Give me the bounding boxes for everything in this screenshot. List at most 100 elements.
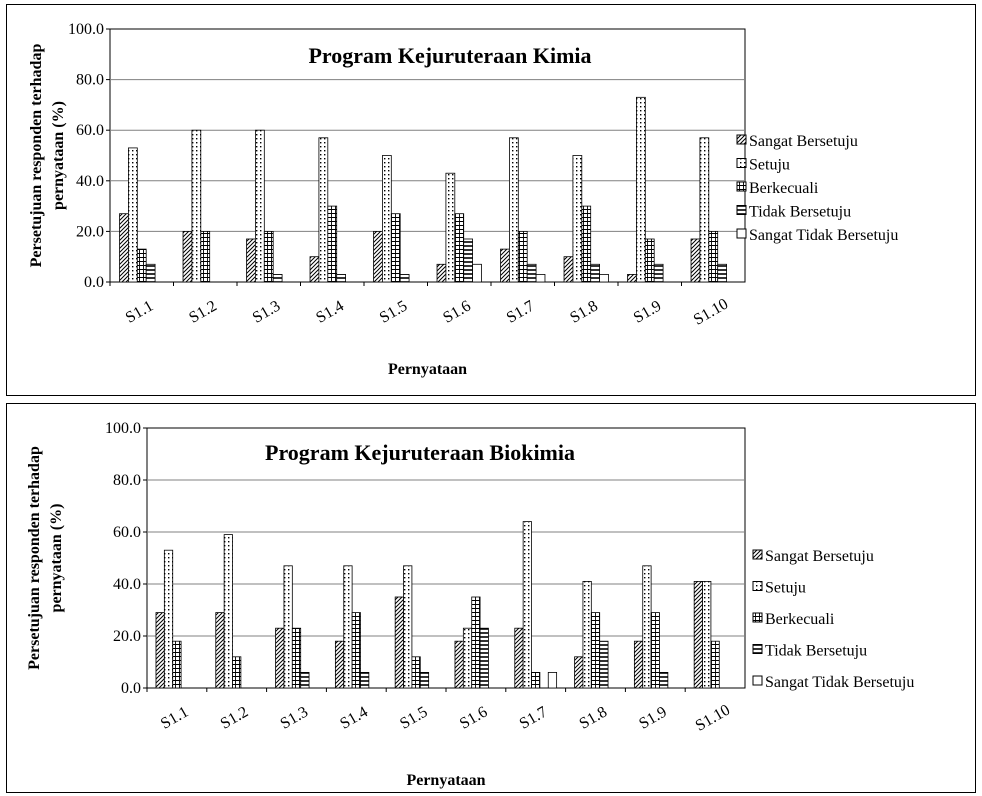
- x-tick-label: S1.8: [567, 298, 601, 327]
- bar-S1.5-berkecuali: [411, 656, 421, 689]
- legend-swatch: [736, 134, 747, 145]
- bar-S1.10-sangat-bersetuju: [693, 580, 703, 689]
- legend-swatch: [736, 228, 747, 239]
- x-tick-label: S1.10: [691, 296, 731, 329]
- bar-S1.2-sangat-bersetuju: [182, 230, 193, 283]
- bar-S1.7-sangat-tidak-bersetuju: [547, 671, 558, 689]
- x-tick-label: S1.3: [277, 704, 311, 733]
- bar-S1.1-setuju: [128, 147, 138, 283]
- bar-S1.9-sangat-bersetuju: [627, 274, 637, 283]
- y-axis-label: Persetujuan responden terhadap: [28, 44, 45, 268]
- chart-biokimia: 0.0 20.0 40.0 60.0 80.0 100.0 S1.1 S1.2 S1.3 S1.4…: [26, 420, 914, 789]
- legend-label: Berkecuali: [749, 180, 819, 197]
- bar-S1.2-setuju: [223, 534, 233, 689]
- y-tick-label: 100.0: [68, 21, 104, 38]
- bar-S1.2-sangat-bersetuju: [215, 612, 225, 689]
- legend-swatch: [752, 549, 763, 560]
- bar-S1.7-berkecuali: [531, 671, 541, 689]
- bar-S1.9-tidak-bersetuju: [659, 671, 669, 689]
- bar-S1.7-sangat-bersetuju: [514, 627, 524, 689]
- y-tick-label: 60.0: [76, 122, 104, 139]
- bar-S1.5-sangat-bersetuju: [394, 596, 404, 689]
- legend-swatch: [736, 205, 747, 215]
- bar-S1.7-setuju: [509, 137, 519, 283]
- x-tick-label: S1.8: [576, 704, 610, 733]
- legend-swatch: [736, 181, 747, 192]
- x-tick-label: S1.2: [186, 298, 220, 327]
- y-tick-label: 0.0: [84, 274, 104, 291]
- bar-S1.9-berkecuali: [650, 612, 660, 689]
- bar-S1.6-sangat-bersetuju: [454, 640, 464, 689]
- legend-label: Setuju: [749, 157, 790, 174]
- bar-S1.3-sangat-bersetuju: [275, 627, 285, 689]
- x-tick-label: S1.1: [158, 704, 192, 733]
- bar-S1.6-berkecuali: [454, 213, 465, 283]
- y-tick-label: 60.0: [113, 524, 141, 541]
- bar-S1.1-setuju: [163, 549, 174, 689]
- chart-title: Program Kejuruteraan Kimia: [308, 43, 591, 68]
- bar-S1.7-tidak-bersetuju: [526, 263, 537, 283]
- bar-S1.8-sangat-tidak-bersetuju: [599, 274, 609, 283]
- bar-S1.9-tidak-bersetuju: [653, 263, 664, 283]
- bar-S1.5-tidak-bersetuju: [419, 671, 430, 689]
- bar-S1.7-berkecuali: [517, 230, 528, 283]
- bar-S1.9-setuju: [642, 565, 652, 689]
- bar-S1.8-sangat-bersetuju: [574, 656, 584, 689]
- bar-S1.6-setuju: [445, 172, 456, 283]
- x-tick-label: S1.6: [457, 704, 491, 733]
- y-tick-label: 20.0: [76, 223, 104, 240]
- y-tick-label: 100.0: [105, 420, 141, 437]
- x-tick-label: S1.7: [517, 704, 551, 733]
- bar-S1.4-setuju: [343, 565, 353, 689]
- bar-S1.9-berkecuali: [644, 238, 655, 283]
- bar-S1.8-tidak-bersetuju: [590, 263, 600, 283]
- legend-swatch: [752, 675, 763, 686]
- bar-S1.2-berkecuali: [232, 656, 242, 689]
- bar-S1.5-setuju: [403, 565, 413, 689]
- legend-label: Sangat Tidak Bersetuju: [749, 227, 898, 244]
- y-axis-label: pernyataan (%): [50, 101, 67, 210]
- legend-label: Tidak Bersetuju: [749, 204, 851, 221]
- bar-S1.3-berkecuali: [263, 230, 274, 283]
- bar-S1.5-sangat-bersetuju: [373, 230, 383, 283]
- x-tick-label: S1.7: [504, 298, 538, 327]
- y-axis-label: pernyataan (%): [48, 504, 65, 613]
- x-axis-label: Pernyataan: [406, 772, 485, 789]
- legend-label: Sangat Bersetuju: [765, 548, 874, 565]
- bar-S1.1-sangat-bersetuju: [155, 612, 165, 689]
- x-tick-label: S1.2: [218, 704, 252, 733]
- legend-swatch: [752, 612, 763, 623]
- y-axis-label: Persetujuan responden terhadap: [26, 446, 43, 670]
- bar-S1.8-berkecuali: [581, 205, 592, 283]
- x-tick-label: S1.4: [313, 298, 347, 327]
- bar-S1.6-sangat-bersetuju: [436, 263, 447, 283]
- legend-swatch: [752, 644, 763, 654]
- y-tick-label: 40.0: [76, 173, 104, 190]
- bar-S1.3-setuju: [283, 565, 293, 689]
- bar-S1.6-tidak-bersetuju: [479, 627, 489, 689]
- x-tick-label: S1.9: [631, 298, 665, 327]
- bar-S1.2-setuju: [191, 129, 202, 283]
- bar-S1.4-tidak-bersetuju: [360, 671, 370, 689]
- legend-swatch: [736, 158, 747, 168]
- legend-label: Sangat Tidak Bersetuju: [765, 674, 914, 691]
- bar-S1.3-berkecuali: [291, 627, 302, 689]
- x-tick-label: S1.1: [123, 298, 157, 327]
- bar-S1.4-sangat-bersetuju: [334, 640, 345, 689]
- bar-S1.8-berkecuali: [590, 612, 601, 689]
- x-tick-label: S1.5: [377, 298, 411, 327]
- legend-label: Setuju: [765, 580, 806, 597]
- bar-S1.7-sangat-tidak-bersetuju: [535, 274, 546, 283]
- bar-S1.5-berkecuali: [390, 213, 401, 283]
- bar-S1.5-tidak-bersetuju: [399, 274, 410, 283]
- x-tick-label: S1.9: [636, 704, 670, 733]
- chart-panel-biokimia: 0.0 20.0 40.0 60.0 80.0 100.0 S1.1 S1.2 S1.3 S1.4…: [6, 403, 976, 793]
- bar-S1.10-tidak-bersetuju: [717, 263, 727, 283]
- chart-title: Program Kejuruteraan Biokimia: [265, 440, 575, 465]
- bar-S1.3-setuju: [255, 129, 265, 283]
- bar-S1.3-tidak-bersetuju: [272, 274, 283, 283]
- bar-S1.10-berkecuali: [708, 230, 719, 283]
- bar-S1.7-setuju: [522, 521, 532, 689]
- bar-S1.6-tidak-bersetuju: [463, 238, 473, 283]
- x-tick-label: S1.3: [250, 298, 284, 327]
